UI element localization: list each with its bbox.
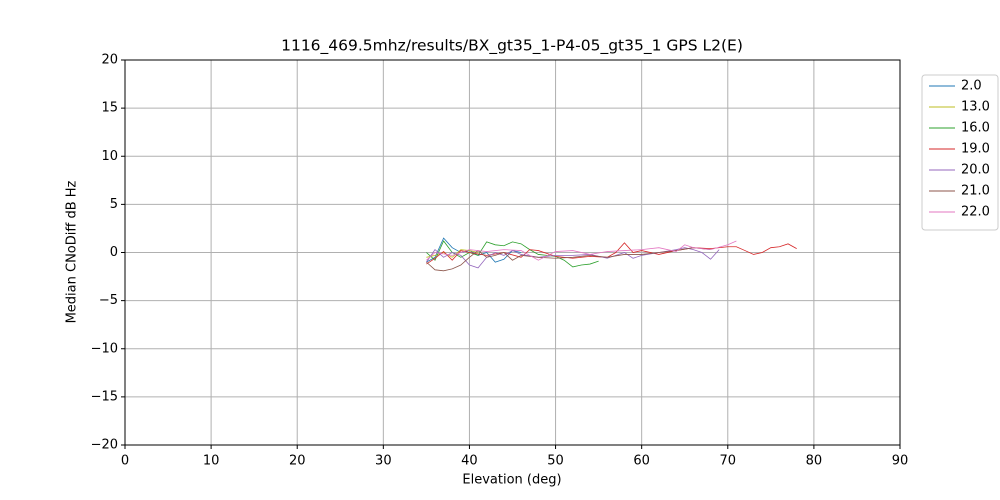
legend-label: 16.0	[961, 121, 990, 136]
x-tick-label: 60	[633, 454, 650, 469]
series-line	[426, 242, 797, 265]
x-tick-label: 50	[547, 454, 564, 469]
y-tick-label: 0	[110, 245, 118, 260]
x-tick-label: 80	[806, 454, 823, 469]
y-tick-label: 20	[101, 53, 118, 68]
x-axis-label: Elevation (deg)	[462, 473, 561, 488]
legend-label: 20.0	[961, 163, 990, 178]
y-tick-label: 15	[101, 101, 118, 116]
y-tick-label: 5	[110, 197, 118, 212]
y-axis-label: Median CNoDiff dB Hz	[65, 180, 80, 323]
legend-label: 22.0	[961, 205, 990, 220]
x-tick-label: 30	[375, 454, 392, 469]
series-line	[426, 247, 720, 269]
y-tick-label: −10	[91, 341, 118, 356]
series-line	[426, 240, 599, 268]
plot-frame	[124, 59, 901, 446]
legend-label: 13.0	[961, 100, 990, 115]
x-tick-label: 70	[720, 454, 737, 469]
legend-label: 2.0	[961, 79, 982, 94]
series-line	[426, 249, 479, 258]
legend-label: 21.0	[961, 184, 990, 199]
legend-label: 19.0	[961, 142, 990, 157]
y-tick-label: −15	[91, 389, 118, 404]
x-tick-label: 20	[289, 454, 306, 469]
series-line	[426, 240, 737, 261]
chart-title: 1116_469.5mhz/results/BX_gt35_1-P4-05_gt…	[281, 37, 743, 56]
series-line	[426, 247, 711, 272]
x-tick-label: 0	[121, 454, 129, 469]
y-tick-label: −5	[99, 293, 118, 308]
y-tick-label: −20	[91, 438, 118, 453]
x-tick-label: 10	[203, 454, 220, 469]
x-tick-label: 90	[892, 454, 909, 469]
x-tick-label: 40	[461, 454, 478, 469]
y-tick-label: 10	[101, 149, 118, 164]
